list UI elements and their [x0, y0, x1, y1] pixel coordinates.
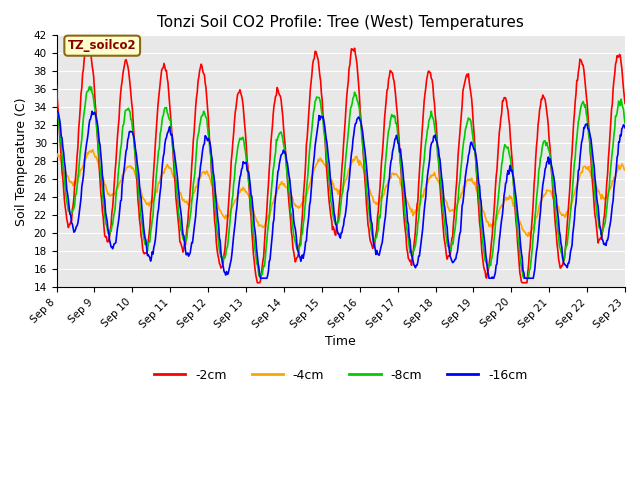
Legend: -2cm, -4cm, -8cm, -16cm: -2cm, -4cm, -8cm, -16cm	[148, 364, 532, 387]
Y-axis label: Soil Temperature (C): Soil Temperature (C)	[15, 97, 28, 226]
Title: Tonzi Soil CO2 Profile: Tree (West) Temperatures: Tonzi Soil CO2 Profile: Tree (West) Temp…	[157, 15, 524, 30]
Text: TZ_soilco2: TZ_soilco2	[68, 39, 136, 52]
X-axis label: Time: Time	[325, 335, 356, 348]
